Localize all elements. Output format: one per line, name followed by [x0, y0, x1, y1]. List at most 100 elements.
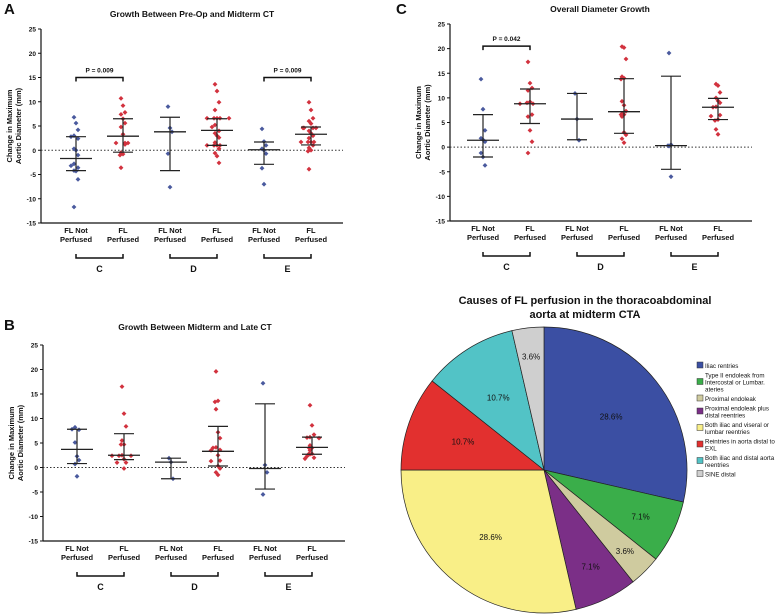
pie-slice-label: 3.6% — [616, 547, 634, 556]
data-point — [306, 128, 312, 134]
data-point — [621, 140, 627, 146]
data-point — [623, 56, 629, 62]
x-category-label: FL Not — [253, 544, 277, 553]
y-tick-label: 20 — [438, 46, 446, 53]
x-category-label: Perfused — [155, 553, 188, 562]
data-point — [480, 106, 486, 112]
x-category-label: Perfused — [702, 233, 735, 242]
group-bracket — [263, 254, 312, 259]
y-tick-label: 20 — [29, 51, 37, 58]
x-category-label: Perfused — [107, 235, 140, 244]
data-point — [306, 135, 312, 141]
data-point — [311, 455, 317, 461]
y-tick-label: 5 — [441, 120, 445, 127]
data-point — [529, 112, 535, 118]
significance-bracket — [482, 45, 531, 51]
legend-label: Reintries in aorta distal to — [705, 439, 775, 446]
p-value-label: P = 0.009 — [86, 68, 114, 75]
data-point — [708, 113, 714, 119]
data-point — [122, 120, 128, 126]
data-point — [226, 115, 232, 121]
group-bracket — [75, 254, 124, 259]
y-tick-label: 10 — [438, 95, 446, 102]
series-group — [655, 50, 687, 180]
group-label: D — [191, 582, 198, 592]
pie-slice — [543, 326, 688, 503]
y-axis-label: Aortic Diameter (mm) — [423, 84, 432, 161]
group-label: C — [503, 262, 510, 272]
legend-label: distal reentries — [705, 413, 745, 420]
data-point — [529, 139, 535, 145]
x-category-label: FL — [307, 544, 317, 553]
panel-letter: B — [4, 317, 15, 334]
y-tick-label: -15 — [436, 219, 446, 226]
data-point — [214, 153, 220, 159]
data-point — [68, 163, 74, 169]
data-point — [123, 460, 129, 465]
data-point — [75, 127, 81, 133]
panel-title: Overall Diameter Growth — [550, 4, 650, 14]
group-bracket — [264, 572, 313, 577]
series-group — [561, 91, 593, 143]
y-tick-label: 25 — [31, 343, 39, 350]
x-category-label: FL — [119, 544, 129, 553]
x-category-label: FL — [525, 224, 535, 233]
data-point — [209, 124, 215, 130]
group-label: D — [190, 264, 197, 274]
y-tick-label: -15 — [29, 539, 39, 546]
data-point — [310, 125, 316, 131]
data-point — [114, 460, 120, 465]
data-point — [215, 472, 221, 478]
data-point — [212, 81, 218, 87]
y-axis-label: Change in Maximum — [5, 89, 14, 162]
series-group — [154, 104, 186, 190]
x-category-label: FL Not — [659, 224, 683, 233]
data-point — [113, 140, 119, 146]
data-point — [527, 127, 533, 133]
data-point — [308, 147, 314, 153]
legend-label: Both iliac and distal aorta — [705, 455, 775, 462]
legend-label: Iliac rentries — [705, 363, 738, 370]
p-value-label: P = 0.009 — [274, 68, 302, 75]
legend-label: lumbar reentries — [705, 429, 750, 436]
group-label: C — [96, 264, 103, 274]
pie-slice — [400, 380, 546, 471]
legend-label: Proximal endoleak — [705, 396, 757, 403]
series-group — [295, 99, 327, 172]
y-tick-label: 15 — [29, 75, 37, 82]
data-point — [717, 112, 723, 118]
data-point — [72, 424, 78, 430]
y-tick-label: -15 — [27, 221, 37, 228]
data-point — [263, 151, 269, 157]
data-point — [313, 125, 319, 131]
data-point — [259, 146, 265, 152]
pie-slice — [511, 326, 545, 471]
y-tick-label: -10 — [27, 196, 37, 203]
x-category-label: FL — [118, 226, 128, 235]
data-point — [316, 435, 322, 441]
data-point — [529, 85, 535, 91]
series-group — [249, 380, 281, 497]
data-point — [306, 166, 312, 172]
data-point — [619, 136, 625, 142]
data-point — [525, 88, 531, 93]
data-point — [165, 104, 171, 109]
data-point — [482, 127, 488, 133]
data-point — [259, 126, 265, 132]
legend-label: Proximal endoleak plus — [705, 406, 769, 413]
data-point — [478, 76, 484, 82]
panel-letter: C — [396, 1, 407, 18]
data-point — [217, 435, 223, 441]
pie-slice-label: 7.1% — [581, 563, 599, 572]
data-point — [308, 107, 314, 113]
y-tick-label: 10 — [31, 416, 39, 423]
dot-plot-panel-b: B Growth Between Midterm and Late CT -15 -1… — [4, 317, 345, 592]
legend-label: SINE distal — [705, 472, 736, 479]
data-point — [621, 45, 627, 51]
data-point — [118, 124, 124, 130]
data-point — [119, 384, 125, 390]
data-point — [121, 466, 127, 471]
y-tick-label: 15 — [438, 71, 446, 78]
series-group — [296, 402, 328, 462]
